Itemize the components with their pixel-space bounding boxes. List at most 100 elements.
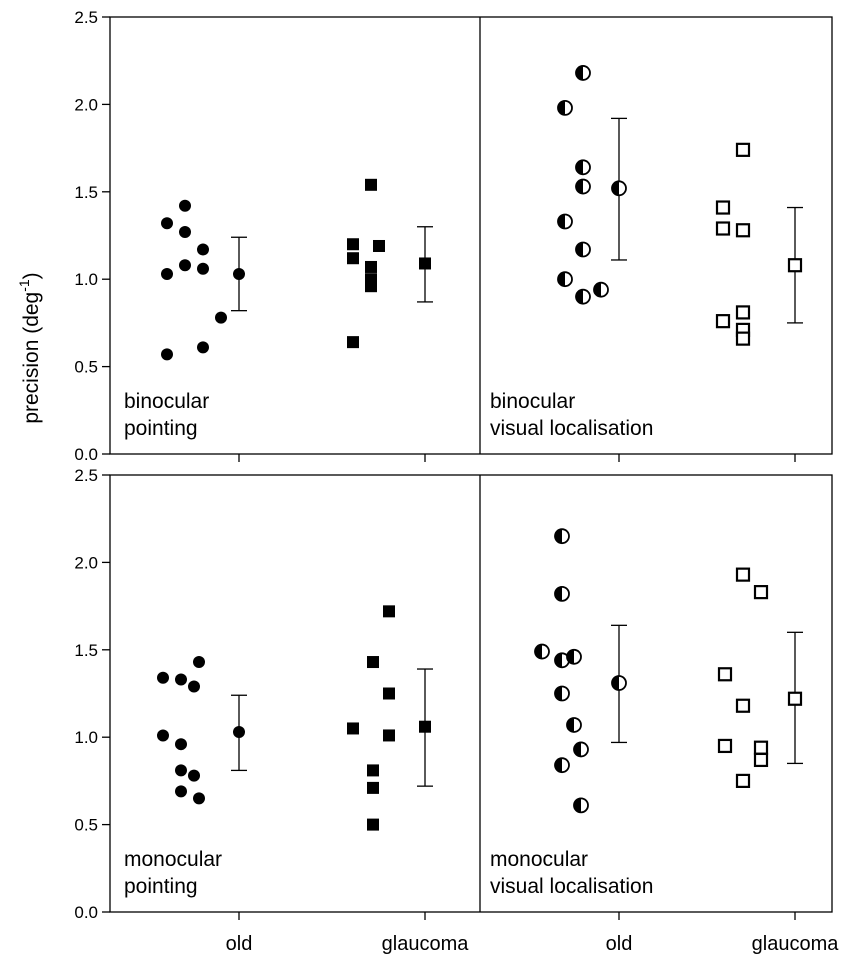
data-point-filled-square xyxy=(367,781,379,794)
panel-label-line1: monocular xyxy=(490,848,588,871)
marker-half-fill xyxy=(558,100,565,115)
marker-half-fill xyxy=(555,529,562,544)
marker-half-fill xyxy=(576,160,583,175)
data-point-filled-circle xyxy=(161,217,173,230)
data-point-open-square xyxy=(787,691,803,706)
marker-half-fill xyxy=(594,282,601,297)
marker-half-fill xyxy=(555,586,562,601)
y-axis-label-close: ) xyxy=(20,272,43,279)
y-tick-label: 0.0 xyxy=(74,903,98,922)
marker-half-fill xyxy=(612,676,619,691)
y-axis-label-superscript: -1 xyxy=(16,279,32,292)
data-point-open-square xyxy=(735,773,751,789)
y-tick-label: 0.0 xyxy=(74,445,98,464)
y-tick-label: 0.5 xyxy=(74,358,98,377)
data-point-open-square xyxy=(753,752,769,768)
data-point-half-filled-circle xyxy=(575,178,591,195)
data-point-half-filled-circle xyxy=(611,675,627,691)
data-point-filled-square xyxy=(347,252,359,265)
data-point-half-filled-circle xyxy=(575,288,591,305)
data-point-filled-circle xyxy=(188,680,200,693)
data-point-filled-circle xyxy=(215,311,227,324)
data-point-half-filled-circle xyxy=(554,528,570,545)
data-point-filled-circle xyxy=(179,226,191,239)
data-point-half-filled-circle xyxy=(557,213,573,230)
x-axis: old glaucoma old glaucoma xyxy=(226,454,840,955)
y-tick-label: 1.0 xyxy=(74,728,98,747)
data-point-open-square xyxy=(715,221,731,236)
data-point-half-filled-circle xyxy=(554,652,570,669)
data-point-filled-square xyxy=(347,336,359,349)
data-marks xyxy=(157,65,803,831)
y-axis: 0.0 0.5 1.0 1.5 2.0 2.5 0.0 0.5 1.0 1.5 2.0 2.5 xyxy=(74,8,110,922)
data-point-half-filled-circle xyxy=(611,180,627,197)
data-point-filled-circle xyxy=(188,769,200,782)
data-point-filled-square xyxy=(373,239,385,252)
data-point-filled-circle xyxy=(175,764,187,777)
data-point-filled-square xyxy=(365,178,377,191)
panel-labels: binocular pointing binocular visual localis… xyxy=(124,390,653,898)
data-point-half-filled-circle xyxy=(566,648,582,665)
data-point-open-square xyxy=(753,585,769,600)
data-point-half-filled-circle xyxy=(557,99,573,116)
data-point-open-square xyxy=(735,305,751,320)
marker-half-fill xyxy=(574,742,581,757)
y-axis-label-text: precision (deg xyxy=(20,292,43,424)
data-point-half-filled-circle xyxy=(593,281,609,298)
data-point-half-filled-circle xyxy=(575,241,591,258)
data-point-filled-square xyxy=(419,257,431,270)
marker-half-fill xyxy=(567,717,574,732)
y-tick-label: 2.0 xyxy=(74,95,98,114)
panel-label-line1: binocular xyxy=(124,390,209,413)
data-point-half-filled-circle xyxy=(573,741,589,758)
x-category-label: old xyxy=(226,933,253,955)
data-point-filled-square xyxy=(383,687,395,700)
y-tick-label: 2.5 xyxy=(74,8,98,27)
panel-label-line2: visual localisation xyxy=(490,417,653,440)
data-point-filled-square xyxy=(383,605,395,618)
chart-frame xyxy=(109,16,833,913)
x-category-label: glaucoma xyxy=(382,933,470,955)
marker-half-fill xyxy=(576,179,583,194)
data-point-open-square xyxy=(753,740,769,755)
data-point-filled-circle xyxy=(197,243,209,256)
data-point-open-square xyxy=(735,142,751,157)
data-point-open-square xyxy=(715,200,731,215)
data-point-filled-circle xyxy=(193,792,205,805)
data-point-filled-square xyxy=(383,729,395,742)
data-point-filled-circle xyxy=(193,656,205,669)
data-point-filled-square xyxy=(367,656,379,669)
marker-half-fill xyxy=(555,686,562,701)
panel-label-line2: pointing xyxy=(124,875,198,898)
y-tick-label: 2.5 xyxy=(74,466,98,485)
data-point-filled-circle xyxy=(197,341,209,354)
data-point-filled-square xyxy=(367,764,379,777)
data-point-filled-circle xyxy=(179,199,191,212)
data-point-open-square xyxy=(735,567,751,582)
marker-half-fill xyxy=(558,272,565,287)
panel-label-line1: monocular xyxy=(124,848,222,871)
data-point-half-filled-circle xyxy=(575,159,591,176)
data-point-filled-circle xyxy=(161,348,173,361)
marker-half-fill xyxy=(567,649,574,664)
data-point-filled-circle xyxy=(179,259,191,272)
marker-half-fill xyxy=(558,214,565,229)
data-point-filled-square xyxy=(347,238,359,251)
data-point-filled-circle xyxy=(175,738,187,751)
data-point-half-filled-circle xyxy=(554,685,570,702)
marker-half-fill xyxy=(574,798,581,813)
data-point-open-square xyxy=(735,698,751,713)
x-category-label: glaucoma xyxy=(752,933,840,955)
data-point-open-square xyxy=(717,738,733,754)
y-tick-label: 1.5 xyxy=(74,641,98,660)
data-point-filled-square xyxy=(367,818,379,831)
data-point-open-square xyxy=(735,331,751,346)
data-point-open-square xyxy=(717,667,733,682)
marker-half-fill xyxy=(576,289,583,304)
x-category-label: old xyxy=(606,933,633,955)
y-axis-label: precision (deg-1) xyxy=(16,272,43,423)
data-point-filled-square xyxy=(419,720,431,733)
data-point-half-filled-circle xyxy=(554,585,570,602)
marker-half-fill xyxy=(576,65,583,80)
